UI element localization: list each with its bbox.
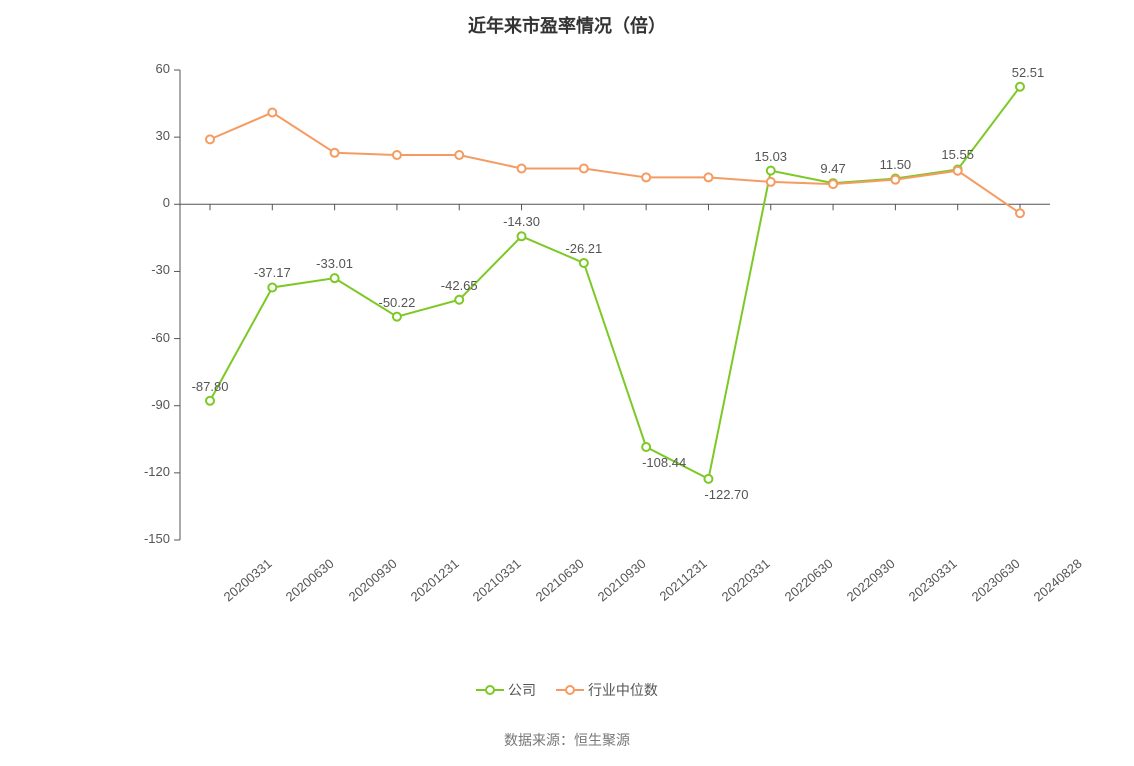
data-point-label: -14.30 — [503, 214, 540, 229]
data-point-label: -108.44 — [642, 455, 686, 470]
series-marker — [1016, 209, 1024, 217]
legend-item-company: 公司 — [476, 680, 536, 700]
data-point-label: 52.51 — [1012, 65, 1045, 80]
series-marker — [455, 296, 463, 304]
data-point-label: -26.21 — [565, 241, 602, 256]
x-axis-label: 20201231 — [408, 556, 462, 605]
chart-plot-area: -150-120-90-60-3003060202003312020063020… — [180, 70, 1050, 540]
series-marker — [518, 232, 526, 240]
series-marker — [206, 397, 214, 405]
y-axis-label: 60 — [120, 61, 170, 76]
series-marker — [829, 180, 837, 188]
y-axis-label: -150 — [120, 531, 170, 546]
series-marker — [455, 151, 463, 159]
x-axis-label: 20220930 — [844, 556, 898, 605]
y-axis-label: 30 — [120, 128, 170, 143]
y-axis-label: -60 — [120, 330, 170, 345]
x-axis-label: 20200930 — [345, 556, 399, 605]
series-marker — [580, 259, 588, 267]
x-axis-label: 20210930 — [595, 556, 649, 605]
legend-item-median: 行业中位数 — [556, 680, 658, 700]
data-point-label: 11.50 — [880, 157, 912, 172]
series-marker — [268, 109, 276, 117]
x-axis-label: 20220630 — [781, 556, 835, 605]
data-source-caption: 数据来源：恒生聚源 — [0, 730, 1134, 750]
series-marker — [268, 283, 276, 291]
legend-label-median: 行业中位数 — [588, 680, 658, 700]
data-point-label: -37.17 — [254, 265, 291, 280]
x-axis-label: 20230331 — [906, 556, 960, 605]
x-axis-label: 20230630 — [968, 556, 1022, 605]
series-marker — [704, 475, 712, 483]
data-point-label: 15.03 — [754, 149, 787, 164]
data-point-label: 15.55 — [941, 147, 974, 162]
x-axis-label: 20200331 — [221, 556, 275, 605]
x-axis-label: 20220331 — [719, 556, 773, 605]
series-marker — [767, 167, 775, 175]
x-axis-label: 20200630 — [283, 556, 337, 605]
series-marker — [331, 149, 339, 157]
series-marker — [331, 274, 339, 282]
series-marker — [704, 173, 712, 181]
series-marker — [767, 178, 775, 186]
series-line — [210, 87, 1020, 479]
x-axis-label: 20240828 — [1031, 556, 1085, 605]
series-marker — [954, 167, 962, 175]
y-axis-label: -120 — [120, 464, 170, 479]
data-point-label: -122.70 — [704, 487, 748, 502]
legend-label-company: 公司 — [508, 680, 536, 700]
x-axis-label: 20210630 — [532, 556, 586, 605]
data-point-label: -50.22 — [378, 295, 415, 310]
legend-swatch-company — [476, 683, 504, 697]
series-marker — [393, 151, 401, 159]
data-point-label: 9.47 — [820, 161, 845, 176]
series-marker — [518, 164, 526, 172]
legend-swatch-median — [556, 683, 584, 697]
data-point-label: -87.80 — [192, 379, 229, 394]
series-marker — [1016, 83, 1024, 91]
x-axis-label: 20210331 — [470, 556, 524, 605]
chart-title: 近年来市盈率情况（倍） — [0, 12, 1134, 38]
x-axis-label: 20211231 — [657, 556, 710, 604]
series-marker — [891, 176, 899, 184]
data-point-label: -42.65 — [441, 278, 478, 293]
series-marker — [580, 164, 588, 172]
series-marker — [206, 135, 214, 143]
y-axis-label: 0 — [120, 195, 170, 210]
series-marker — [393, 313, 401, 321]
y-axis-label: -90 — [120, 397, 170, 412]
legend: 公司 行业中位数 — [0, 680, 1134, 700]
series-marker — [642, 173, 650, 181]
series-marker — [642, 443, 650, 451]
y-axis-label: -30 — [120, 262, 170, 277]
data-point-label: -33.01 — [316, 256, 353, 271]
